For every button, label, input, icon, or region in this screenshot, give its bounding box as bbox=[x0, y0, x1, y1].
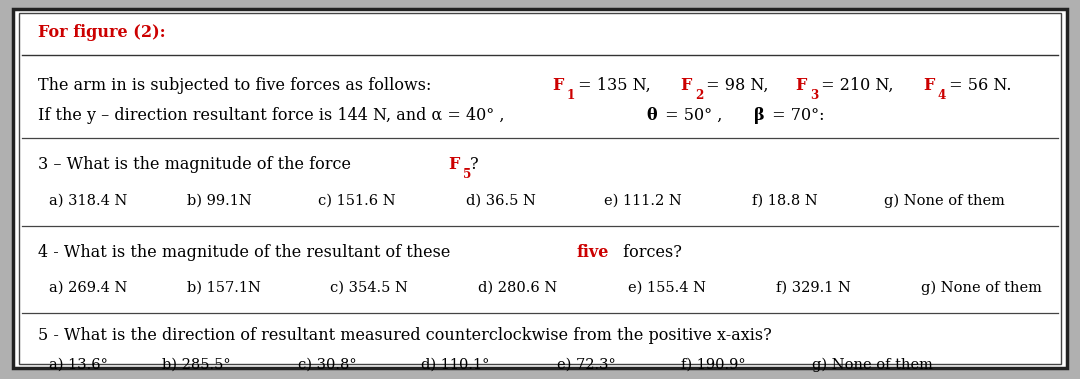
Text: f) 18.8 N: f) 18.8 N bbox=[715, 194, 818, 208]
Text: b) 99.1N: b) 99.1N bbox=[150, 194, 252, 208]
Text: c) 151.6 N: c) 151.6 N bbox=[281, 194, 395, 208]
Text: e) 72.3°: e) 72.3° bbox=[521, 358, 616, 371]
Text: a) 318.4 N: a) 318.4 N bbox=[49, 194, 127, 208]
Text: β: β bbox=[754, 107, 765, 124]
Text: = 98 N,: = 98 N, bbox=[702, 77, 774, 94]
Text: d) 280.6 N: d) 280.6 N bbox=[441, 281, 557, 295]
Text: If the y – direction resultant force is 144 N, and α = 40° ,: If the y – direction resultant force is … bbox=[38, 107, 510, 124]
Text: 3 – What is the magnitude of the force: 3 – What is the magnitude of the force bbox=[38, 157, 356, 173]
Text: = 70°:: = 70°: bbox=[768, 107, 825, 124]
Text: = 210 N,: = 210 N, bbox=[816, 77, 900, 94]
Text: d) 110.1°: d) 110.1° bbox=[384, 358, 489, 371]
Text: = 56 N.: = 56 N. bbox=[944, 77, 1012, 94]
Text: = 135 N,: = 135 N, bbox=[573, 77, 657, 94]
Text: F: F bbox=[680, 77, 691, 94]
Text: c) 30.8°: c) 30.8° bbox=[261, 358, 356, 371]
Text: g) None of them: g) None of them bbox=[848, 194, 1005, 208]
Text: F: F bbox=[923, 77, 934, 94]
Text: 2: 2 bbox=[694, 89, 703, 102]
Text: a) 269.4 N: a) 269.4 N bbox=[49, 281, 127, 295]
Text: 3: 3 bbox=[810, 89, 819, 102]
Text: g) None of them: g) None of them bbox=[774, 357, 933, 372]
Text: F: F bbox=[795, 77, 807, 94]
Text: 5 - What is the direction of resultant measured counterclockwise from the positi: 5 - What is the direction of resultant m… bbox=[38, 327, 771, 344]
Text: 4: 4 bbox=[937, 89, 946, 102]
Text: For figure (2):: For figure (2): bbox=[38, 24, 165, 41]
Text: a) 13.6°: a) 13.6° bbox=[49, 358, 108, 371]
Text: e) 155.4 N: e) 155.4 N bbox=[591, 281, 706, 295]
Text: g) None of them: g) None of them bbox=[883, 281, 1041, 295]
Text: e) 111.2 N: e) 111.2 N bbox=[567, 194, 681, 208]
Text: θ: θ bbox=[646, 107, 657, 124]
FancyBboxPatch shape bbox=[13, 9, 1067, 368]
Text: 5: 5 bbox=[463, 168, 471, 181]
Text: d) 36.5 N: d) 36.5 N bbox=[429, 194, 536, 208]
Text: The arm in is subjected to five forces as follows:: The arm in is subjected to five forces a… bbox=[38, 77, 436, 94]
Text: ?: ? bbox=[470, 157, 478, 173]
Text: b) 285.5°: b) 285.5° bbox=[124, 358, 230, 371]
Text: = 50° ,: = 50° , bbox=[660, 107, 732, 124]
Text: five: five bbox=[577, 244, 609, 260]
Text: forces?: forces? bbox=[618, 244, 683, 260]
Text: 4 - What is the magnitude of the resultant of these: 4 - What is the magnitude of the resulta… bbox=[38, 244, 456, 260]
Text: f) 329.1 N: f) 329.1 N bbox=[740, 281, 851, 295]
Text: F: F bbox=[552, 77, 564, 94]
Text: f) 190.9°: f) 190.9° bbox=[644, 358, 745, 371]
Text: c) 354.5 N: c) 354.5 N bbox=[293, 281, 407, 295]
Text: F: F bbox=[448, 157, 460, 173]
Text: b) 157.1N: b) 157.1N bbox=[150, 281, 260, 295]
Text: 1: 1 bbox=[567, 89, 575, 102]
FancyBboxPatch shape bbox=[19, 13, 1061, 364]
